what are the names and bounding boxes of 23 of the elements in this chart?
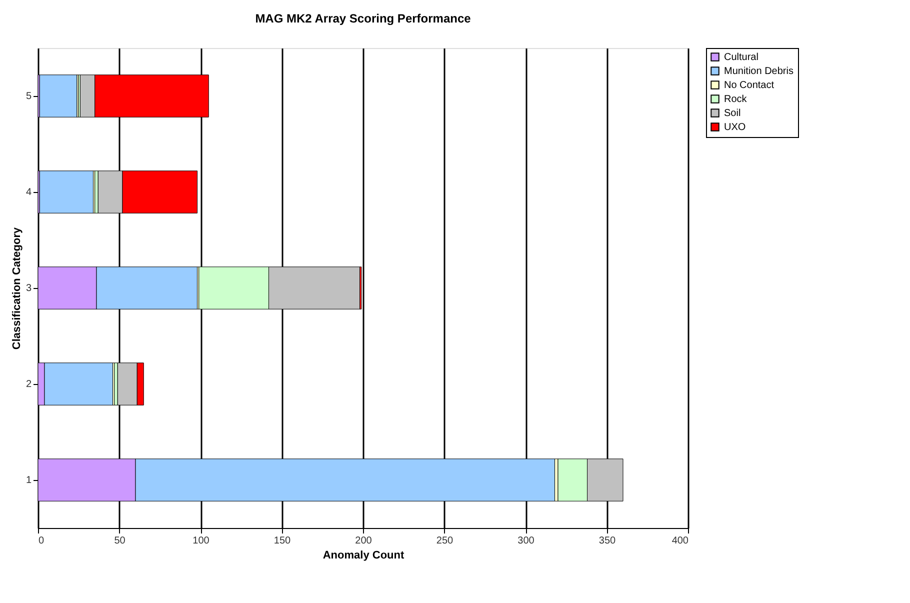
x-tick-label: 100: [192, 536, 210, 546]
x-axis-title: Anomaly Count: [322, 550, 404, 562]
y-tick-label: 1: [26, 475, 32, 486]
legend-label: UXO: [724, 122, 746, 133]
x-tick-label: 0: [38, 536, 44, 546]
x-tick-label: 200: [355, 536, 372, 546]
chart-title: MAG MK2 Array Scoring Performance: [255, 12, 472, 26]
legend-label: Cultural: [724, 52, 758, 63]
x-tick-label: 150: [274, 536, 292, 546]
y-tick-label: 2: [26, 379, 32, 390]
x-tick-label: 50: [114, 536, 126, 546]
legend-label: Soil: [724, 108, 741, 119]
legend-label: Rock: [724, 94, 748, 105]
x-tick-label: 250: [436, 536, 454, 546]
y-axis-title: Classification Category: [10, 226, 23, 350]
y-tick-label: 5: [26, 91, 32, 102]
x-tick-label: 300: [518, 536, 535, 546]
legend-label: Munition Debris: [724, 66, 794, 77]
y-tick-label: 4: [26, 187, 32, 198]
x-tick-label: 400: [672, 536, 689, 546]
y-tick-label: 3: [26, 283, 32, 294]
legend-label: No Contact: [724, 80, 774, 91]
x-tick-label: 350: [598, 536, 616, 546]
